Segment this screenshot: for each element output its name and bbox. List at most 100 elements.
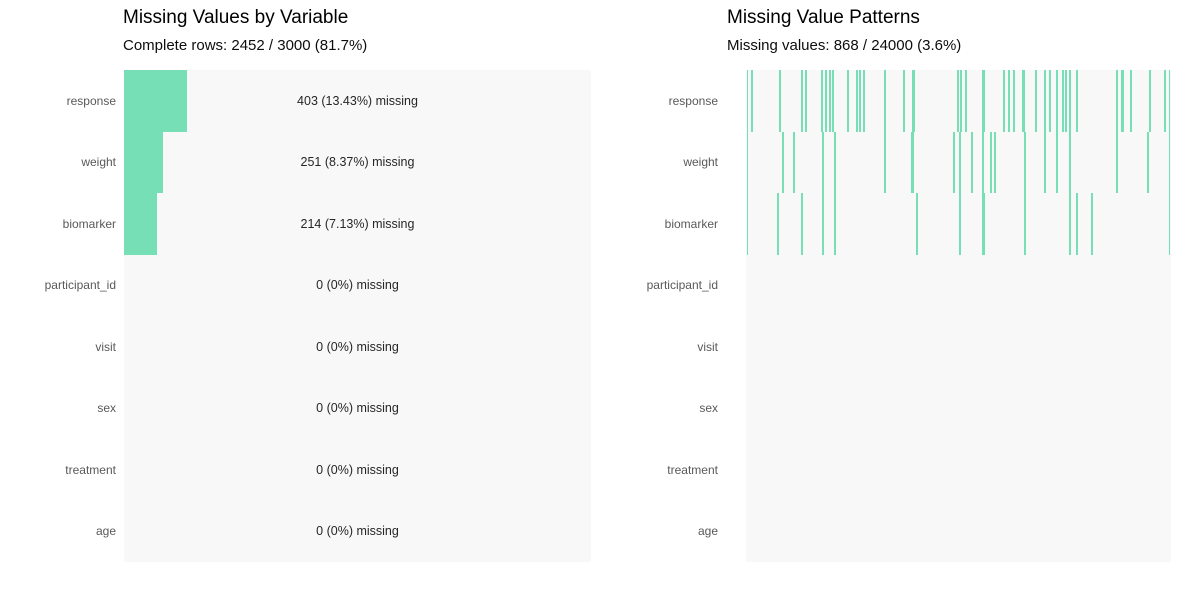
missing-annotation-visit: 0 (0%) missing [316,339,399,354]
missing-tick-biomarker [822,193,824,255]
left-panel-title: Missing Values by Variable [123,7,349,28]
row-label-age: age [95,524,116,539]
missing-tick-response [779,70,781,132]
missing-values-bar-plot: 403 (13.43%) missing 251 (8.37%) missing 2… [124,70,591,562]
row-label-biomarker: biomarker [664,216,718,231]
row-label-response: response [668,93,718,108]
missing-tick-response [981,70,985,132]
missing-annotation-treatment: 0 (0%) missing [316,462,399,477]
missing-tick-response [856,70,858,132]
missing-tick-response [832,70,834,132]
missing-tick-biomarker [916,193,918,255]
missing-tick-response [1049,70,1051,132]
missing-tick-response [1013,70,1015,132]
missing-tick-response [801,70,803,132]
missing-tick-response [957,70,959,132]
missing-tick-biomarker [801,193,803,255]
missing-tick-response [1130,70,1132,132]
right-panel-subtitle: Missing values: 868 / 24000 (3.6%) [727,37,962,54]
missing-annotation-biomarker: 214 (7.13%) missing [300,216,415,231]
missing-tick-response [829,70,831,132]
missing-tick-response [1035,70,1037,132]
missing-tick-response [1003,70,1005,132]
missing-tick-weight [971,131,973,193]
missing-tick-response [863,70,865,132]
missing-tick-weight [953,131,955,193]
missing-tick-weight [822,131,824,193]
missing-tick-response [751,70,753,132]
missing-tick-weight [959,131,961,193]
row-label-weight: weight [683,155,718,170]
row-label-treatment: treatment [667,462,718,477]
missing-bar-weight [124,131,164,193]
missing-tick-weight [1147,131,1149,193]
missing-tick-response [746,70,749,132]
missing-tick-response [1069,70,1071,132]
missing-tick-response [1056,70,1058,132]
missing-tick-weight [982,131,984,193]
missing-tick-response [1076,70,1078,132]
missing-tick-response [805,70,807,132]
missing-tick-response [960,70,962,132]
missing-tick-biomarker [777,193,779,255]
missing-annotation-response: 403 (13.43%) missing [297,93,418,108]
row-label-weight: weight [81,155,116,170]
missing-tick-biomarker [959,193,961,255]
missing-tick-weight [834,131,836,193]
missing-annotation-weight: 251 (8.37%) missing [300,155,415,170]
missing-tick-response [1062,70,1064,132]
missing-tick-response [1168,70,1171,132]
missing-tick-weight [746,131,749,193]
missing-tick-response [903,70,905,132]
missing-tick-response [825,70,827,132]
missing-tick-response [1164,70,1166,132]
row-label-response: response [66,93,116,108]
missing-tick-response [1149,70,1151,132]
missing-tick-weight [1116,131,1118,193]
missing-tick-response [1022,70,1026,132]
missing-tick-response [965,70,967,132]
missing-tick-biomarker [1069,193,1071,255]
missing-bar-response [124,70,187,132]
missing-tick-biomarker [1076,193,1078,255]
missing-pattern-plot [746,70,1171,562]
missing-tick-response [1116,70,1118,132]
row-label-visit: visit [95,339,116,354]
missing-tick-biomarker [1024,193,1026,255]
missing-tick-response [1044,70,1046,132]
right-panel-title: Missing Value Patterns [727,7,920,28]
missing-tick-response [1008,70,1010,132]
row-label-treatment: treatment [65,462,116,477]
left-panel-subtitle: Complete rows: 2452 / 3000 (81.7%) [123,37,368,54]
missing-tick-response [1121,70,1125,132]
missing-tick-biomarker [1091,193,1093,255]
missing-tick-weight [1044,131,1046,193]
missing-tick-weight [1168,131,1171,193]
row-label-participant_id: participant_id [646,278,718,293]
row-label-sex: sex [97,401,116,416]
missing-tick-biomarker [981,193,985,255]
missing-tick-response [884,70,886,132]
missing-tick-response [912,70,916,132]
missing-tick-weight [910,131,914,193]
row-label-participant_id: participant_id [44,278,116,293]
missing-annotation-age: 0 (0%) missing [316,524,399,539]
missing-tick-weight [994,131,996,193]
missing-tick-biomarker [834,193,836,255]
row-label-age: age [697,524,718,539]
missing-annotation-participant_id: 0 (0%) missing [316,278,399,293]
missing-tick-biomarker [1168,193,1171,255]
missing-tick-response [859,70,861,132]
missing-tick-biomarker [746,193,749,255]
row-label-visit: visit [697,339,718,354]
missing-tick-response [1065,70,1067,132]
missing-bar-biomarker [124,193,158,255]
missing-tick-weight [1069,131,1071,193]
missing-tick-weight [1024,131,1026,193]
missing-annotation-sex: 0 (0%) missing [316,401,399,416]
missing-tick-weight [782,131,784,193]
row-label-biomarker: biomarker [62,216,116,231]
